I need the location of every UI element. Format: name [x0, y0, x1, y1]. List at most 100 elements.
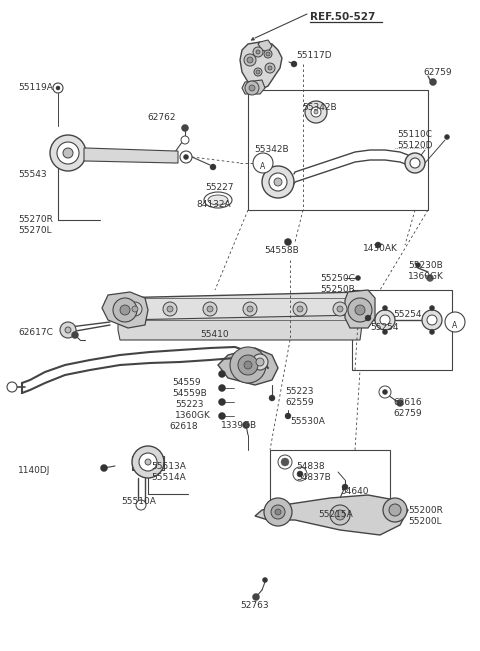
Text: 62759: 62759 — [393, 409, 421, 418]
Polygon shape — [84, 148, 178, 163]
Circle shape — [291, 61, 297, 67]
Bar — [270, 450, 390, 505]
Circle shape — [218, 413, 226, 419]
Text: 52763: 52763 — [240, 601, 269, 610]
Circle shape — [293, 302, 307, 316]
Circle shape — [252, 594, 260, 600]
Text: 62618: 62618 — [169, 422, 198, 431]
Text: 55223: 55223 — [175, 400, 204, 409]
Text: 62616: 62616 — [393, 398, 421, 407]
Circle shape — [348, 298, 372, 322]
Text: 62617C: 62617C — [18, 328, 53, 337]
Text: 55342B: 55342B — [302, 103, 336, 112]
Text: 62762: 62762 — [147, 113, 176, 122]
Circle shape — [132, 306, 138, 312]
Circle shape — [245, 81, 259, 95]
Circle shape — [335, 510, 345, 520]
Text: 55120D: 55120D — [397, 141, 432, 150]
Text: 55200R: 55200R — [408, 506, 443, 515]
Circle shape — [430, 329, 434, 335]
Polygon shape — [132, 456, 148, 470]
Circle shape — [337, 306, 343, 312]
Text: 84132A: 84132A — [196, 200, 230, 209]
Circle shape — [210, 164, 216, 170]
Circle shape — [218, 398, 226, 406]
Circle shape — [244, 361, 252, 369]
Circle shape — [264, 50, 272, 58]
Polygon shape — [255, 495, 408, 535]
Circle shape — [285, 238, 291, 245]
Circle shape — [53, 83, 63, 93]
Text: 62559: 62559 — [285, 398, 313, 407]
Circle shape — [253, 153, 273, 173]
Circle shape — [427, 315, 437, 325]
Circle shape — [60, 322, 76, 338]
Circle shape — [427, 275, 433, 281]
Polygon shape — [242, 80, 265, 94]
Circle shape — [207, 306, 213, 312]
Text: 55514A: 55514A — [151, 473, 186, 482]
Circle shape — [266, 52, 270, 56]
Circle shape — [285, 413, 291, 419]
Circle shape — [183, 154, 189, 159]
Text: 55200L: 55200L — [408, 517, 442, 526]
Circle shape — [293, 467, 307, 481]
Text: 55513A: 55513A — [151, 462, 186, 471]
Bar — [112, 298, 362, 320]
Circle shape — [268, 66, 272, 70]
Text: 55250C: 55250C — [320, 274, 355, 283]
Circle shape — [243, 302, 257, 316]
Circle shape — [100, 465, 108, 471]
Circle shape — [271, 505, 285, 519]
Text: 55530A: 55530A — [290, 417, 325, 426]
Text: 55250B: 55250B — [320, 285, 355, 294]
Text: 54837B: 54837B — [296, 473, 331, 482]
Circle shape — [264, 498, 292, 526]
Text: 54838: 54838 — [296, 462, 324, 471]
Polygon shape — [218, 348, 278, 385]
Text: 62759: 62759 — [423, 68, 452, 77]
Circle shape — [444, 135, 449, 139]
Circle shape — [375, 310, 395, 330]
Circle shape — [383, 498, 407, 522]
Circle shape — [375, 242, 381, 248]
Text: 55270R: 55270R — [18, 215, 53, 224]
Bar — [248, 90, 428, 210]
Circle shape — [305, 101, 327, 123]
Ellipse shape — [204, 192, 232, 208]
Circle shape — [63, 148, 73, 158]
Circle shape — [333, 302, 347, 316]
Circle shape — [128, 302, 142, 316]
Circle shape — [269, 173, 287, 191]
Circle shape — [136, 500, 146, 510]
Circle shape — [242, 421, 250, 428]
Circle shape — [355, 305, 365, 315]
Circle shape — [57, 142, 79, 164]
Circle shape — [365, 315, 371, 321]
Circle shape — [389, 504, 401, 516]
Text: 55119A: 55119A — [18, 83, 53, 92]
Circle shape — [139, 453, 157, 471]
Polygon shape — [118, 315, 362, 340]
Circle shape — [50, 135, 86, 171]
Text: 55342B: 55342B — [254, 145, 288, 154]
Circle shape — [314, 110, 318, 114]
Polygon shape — [258, 40, 272, 52]
Circle shape — [256, 70, 260, 74]
Text: 55254: 55254 — [370, 323, 398, 332]
Circle shape — [145, 459, 151, 465]
Circle shape — [311, 107, 321, 117]
Text: 1140DJ: 1140DJ — [18, 466, 50, 475]
Text: 1360GK: 1360GK — [175, 411, 211, 420]
Text: 55223: 55223 — [285, 387, 313, 396]
Text: 55270L: 55270L — [18, 226, 52, 235]
Circle shape — [274, 178, 282, 186]
Circle shape — [7, 382, 17, 392]
Text: 55117D: 55117D — [296, 51, 332, 60]
Bar — [352, 290, 452, 370]
Circle shape — [163, 302, 177, 316]
Circle shape — [252, 354, 268, 370]
Circle shape — [356, 275, 360, 281]
Text: 55110C: 55110C — [397, 130, 432, 139]
Circle shape — [297, 306, 303, 312]
